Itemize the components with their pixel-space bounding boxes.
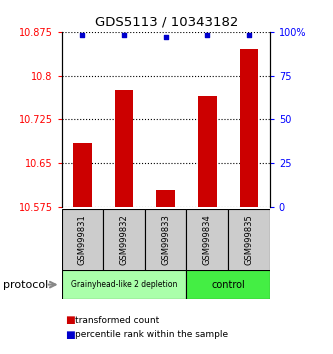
Bar: [62, 209, 103, 271]
Text: GSM999832: GSM999832: [120, 215, 129, 265]
Bar: [145, 209, 186, 271]
Point: [122, 33, 127, 38]
Bar: [198, 96, 217, 207]
Bar: [73, 143, 92, 207]
Text: GDS5113 / 10343182: GDS5113 / 10343182: [95, 16, 238, 29]
Bar: [156, 189, 175, 207]
Text: ■: ■: [65, 330, 75, 339]
Point: [163, 34, 168, 40]
Text: percentile rank within the sample: percentile rank within the sample: [75, 330, 228, 339]
Bar: [186, 209, 228, 271]
Text: ■: ■: [65, 315, 75, 325]
Text: GSM999833: GSM999833: [161, 215, 170, 265]
Text: protocol: protocol: [3, 280, 49, 290]
Point: [204, 33, 210, 38]
Text: transformed count: transformed count: [75, 316, 159, 325]
Point: [246, 33, 252, 38]
Bar: [62, 270, 186, 299]
Bar: [103, 209, 145, 271]
Text: GSM999834: GSM999834: [203, 215, 212, 265]
Text: control: control: [211, 280, 245, 290]
Bar: [228, 209, 270, 271]
Point: [80, 33, 85, 38]
Text: Grainyhead-like 2 depletion: Grainyhead-like 2 depletion: [71, 280, 177, 289]
Bar: [186, 270, 270, 299]
Text: GSM999831: GSM999831: [78, 215, 87, 265]
Text: GSM999835: GSM999835: [244, 215, 253, 265]
Bar: [115, 90, 134, 207]
Bar: [239, 49, 258, 207]
